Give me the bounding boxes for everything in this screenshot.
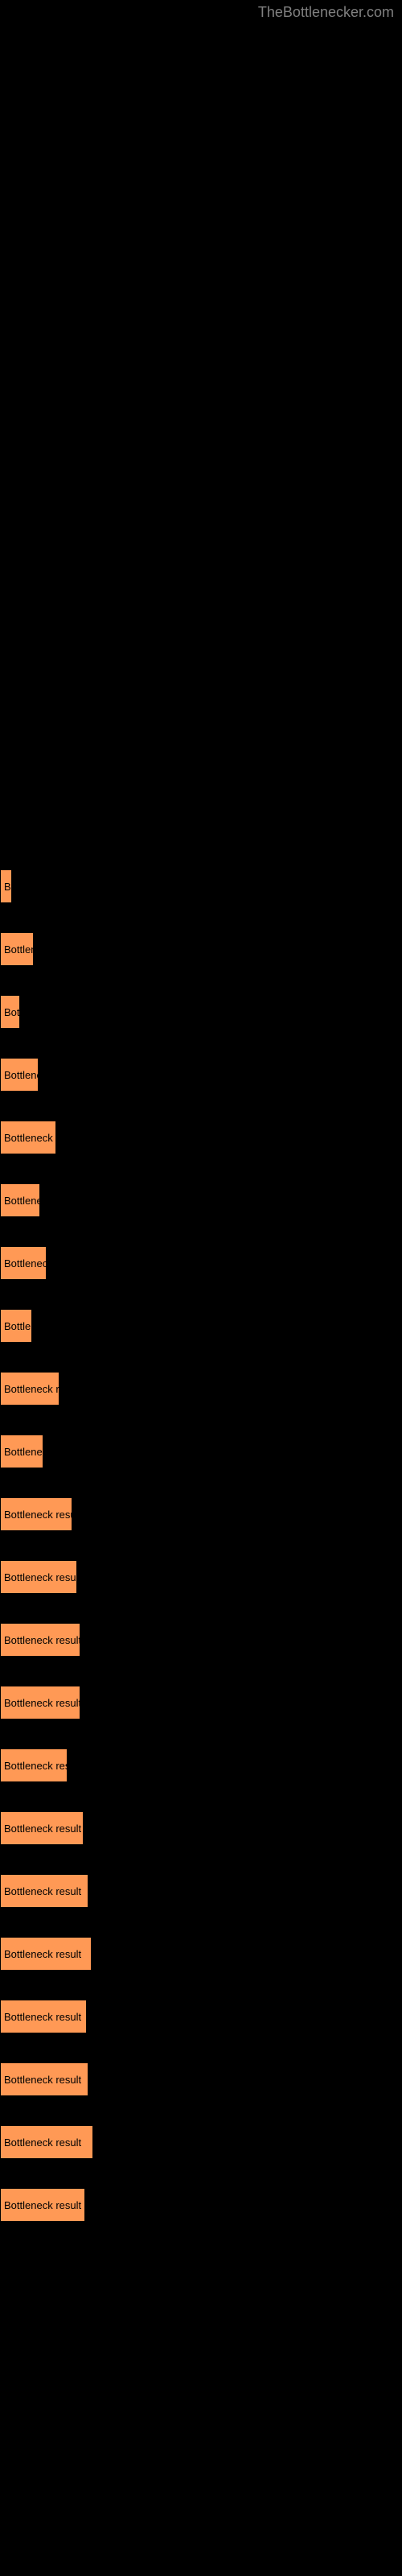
bar-label: Bottleneck result (4, 1948, 81, 1960)
bar-row: Bottleneck result (0, 2000, 402, 2033)
bar-label: Bottlen (4, 943, 33, 956)
bar-row: Bottleneck result (0, 1560, 402, 1594)
chart-bar: Bottleneck r (0, 1121, 56, 1154)
chart-bar: Bottleneck resu (0, 1748, 68, 1782)
chart-bar: Bottleneck result (0, 1623, 80, 1657)
chart-bar: Bottleneck result (0, 2125, 93, 2159)
bar-label: Bottleneck result (4, 2136, 81, 2149)
bar-label: Bottlenec (4, 1446, 43, 1458)
bar-row: Bottleneck result (0, 2125, 402, 2159)
bar-label: Bottleneck result (4, 1885, 81, 1897)
bar-row: Bot (0, 995, 402, 1029)
bar-row: Bottleneck resu (0, 1748, 402, 1782)
chart-bar: Bottleneck (0, 1246, 47, 1280)
bar-row: Bottleneck result (0, 1623, 402, 1657)
chart-bar: Bottleneck result (0, 1874, 88, 1908)
bar-row: Bottleneck result (0, 1686, 402, 1719)
bar-label: Bottleneck result (4, 1697, 80, 1709)
bar-label: Bottleneck resul (4, 1509, 72, 1521)
bar-label: B (4, 881, 11, 893)
bar-row: Bottleneck (0, 1246, 402, 1280)
bar-chart: B Bottlen Bot Bottlene Bottleneck r Bottlene B… (0, 0, 402, 2275)
bar-label: Bottleneck result (4, 2074, 81, 2086)
bar-label: Bottleneck result (4, 1571, 76, 1583)
chart-bar: B (0, 869, 12, 903)
chart-bar: Bottlen (0, 932, 34, 966)
bar-row: Bottlenec (0, 1435, 402, 1468)
bar-label: Bottleneck resu (4, 1760, 67, 1772)
bar-row: Bottleneck re (0, 1372, 402, 1406)
bar-row: Bottleneck result (0, 1874, 402, 1908)
bar-row: Bottleneck r (0, 1121, 402, 1154)
chart-bar: Bottleneck result (0, 2000, 87, 2033)
bar-label: Bot (4, 1006, 19, 1018)
bar-label: Bottlene (4, 1195, 39, 1207)
chart-bar: Bottleneck result (0, 1560, 77, 1594)
bar-row: Bottleneck resul (0, 1497, 402, 1531)
chart-bar: Bottleneck result (0, 1811, 84, 1845)
bar-row: Bottlen (0, 932, 402, 966)
chart-bar: Bottleneck resul (0, 1497, 72, 1531)
bar-label: Bottlene (4, 1069, 38, 1081)
chart-bar: Bottleneck result (0, 1686, 80, 1719)
bar-row: Bottleneck result (0, 2188, 402, 2222)
bar-row: Bottleneck result (0, 2062, 402, 2096)
chart-bar: Bot (0, 995, 20, 1029)
bar-label: Bottleneck re (4, 1383, 59, 1395)
bar-row: Bottlene (0, 1183, 402, 1217)
bar-row: Bottleneck result (0, 1811, 402, 1845)
watermark: TheBottlenecker.com (258, 4, 394, 21)
bar-row: Bottlene (0, 1058, 402, 1092)
chart-bar: Bottleneck result (0, 2188, 85, 2222)
chart-bar: Bottleneck re (0, 1372, 59, 1406)
bar-label: Bottleneck r (4, 1132, 55, 1144)
chart-bar: Bottleneck result (0, 1937, 92, 1971)
bar-label: Bottleneck result (4, 1823, 81, 1835)
bar-label: Bottler (4, 1320, 31, 1332)
chart-bar: Bottleneck result (0, 2062, 88, 2096)
chart-bar: Bottlenec (0, 1435, 43, 1468)
bar-row: Bottleneck result (0, 1937, 402, 1971)
bar-row: B (0, 869, 402, 903)
chart-bar: Bottlene (0, 1183, 40, 1217)
bar-label: Bottleneck result (4, 2199, 81, 2211)
chart-bar: Bottler (0, 1309, 32, 1343)
bar-label: Bottleneck (4, 1257, 46, 1269)
bar-row: Bottler (0, 1309, 402, 1343)
bar-label: Bottleneck result (4, 1634, 80, 1646)
bar-label: Bottleneck result (4, 2011, 81, 2023)
chart-bar: Bottlene (0, 1058, 39, 1092)
